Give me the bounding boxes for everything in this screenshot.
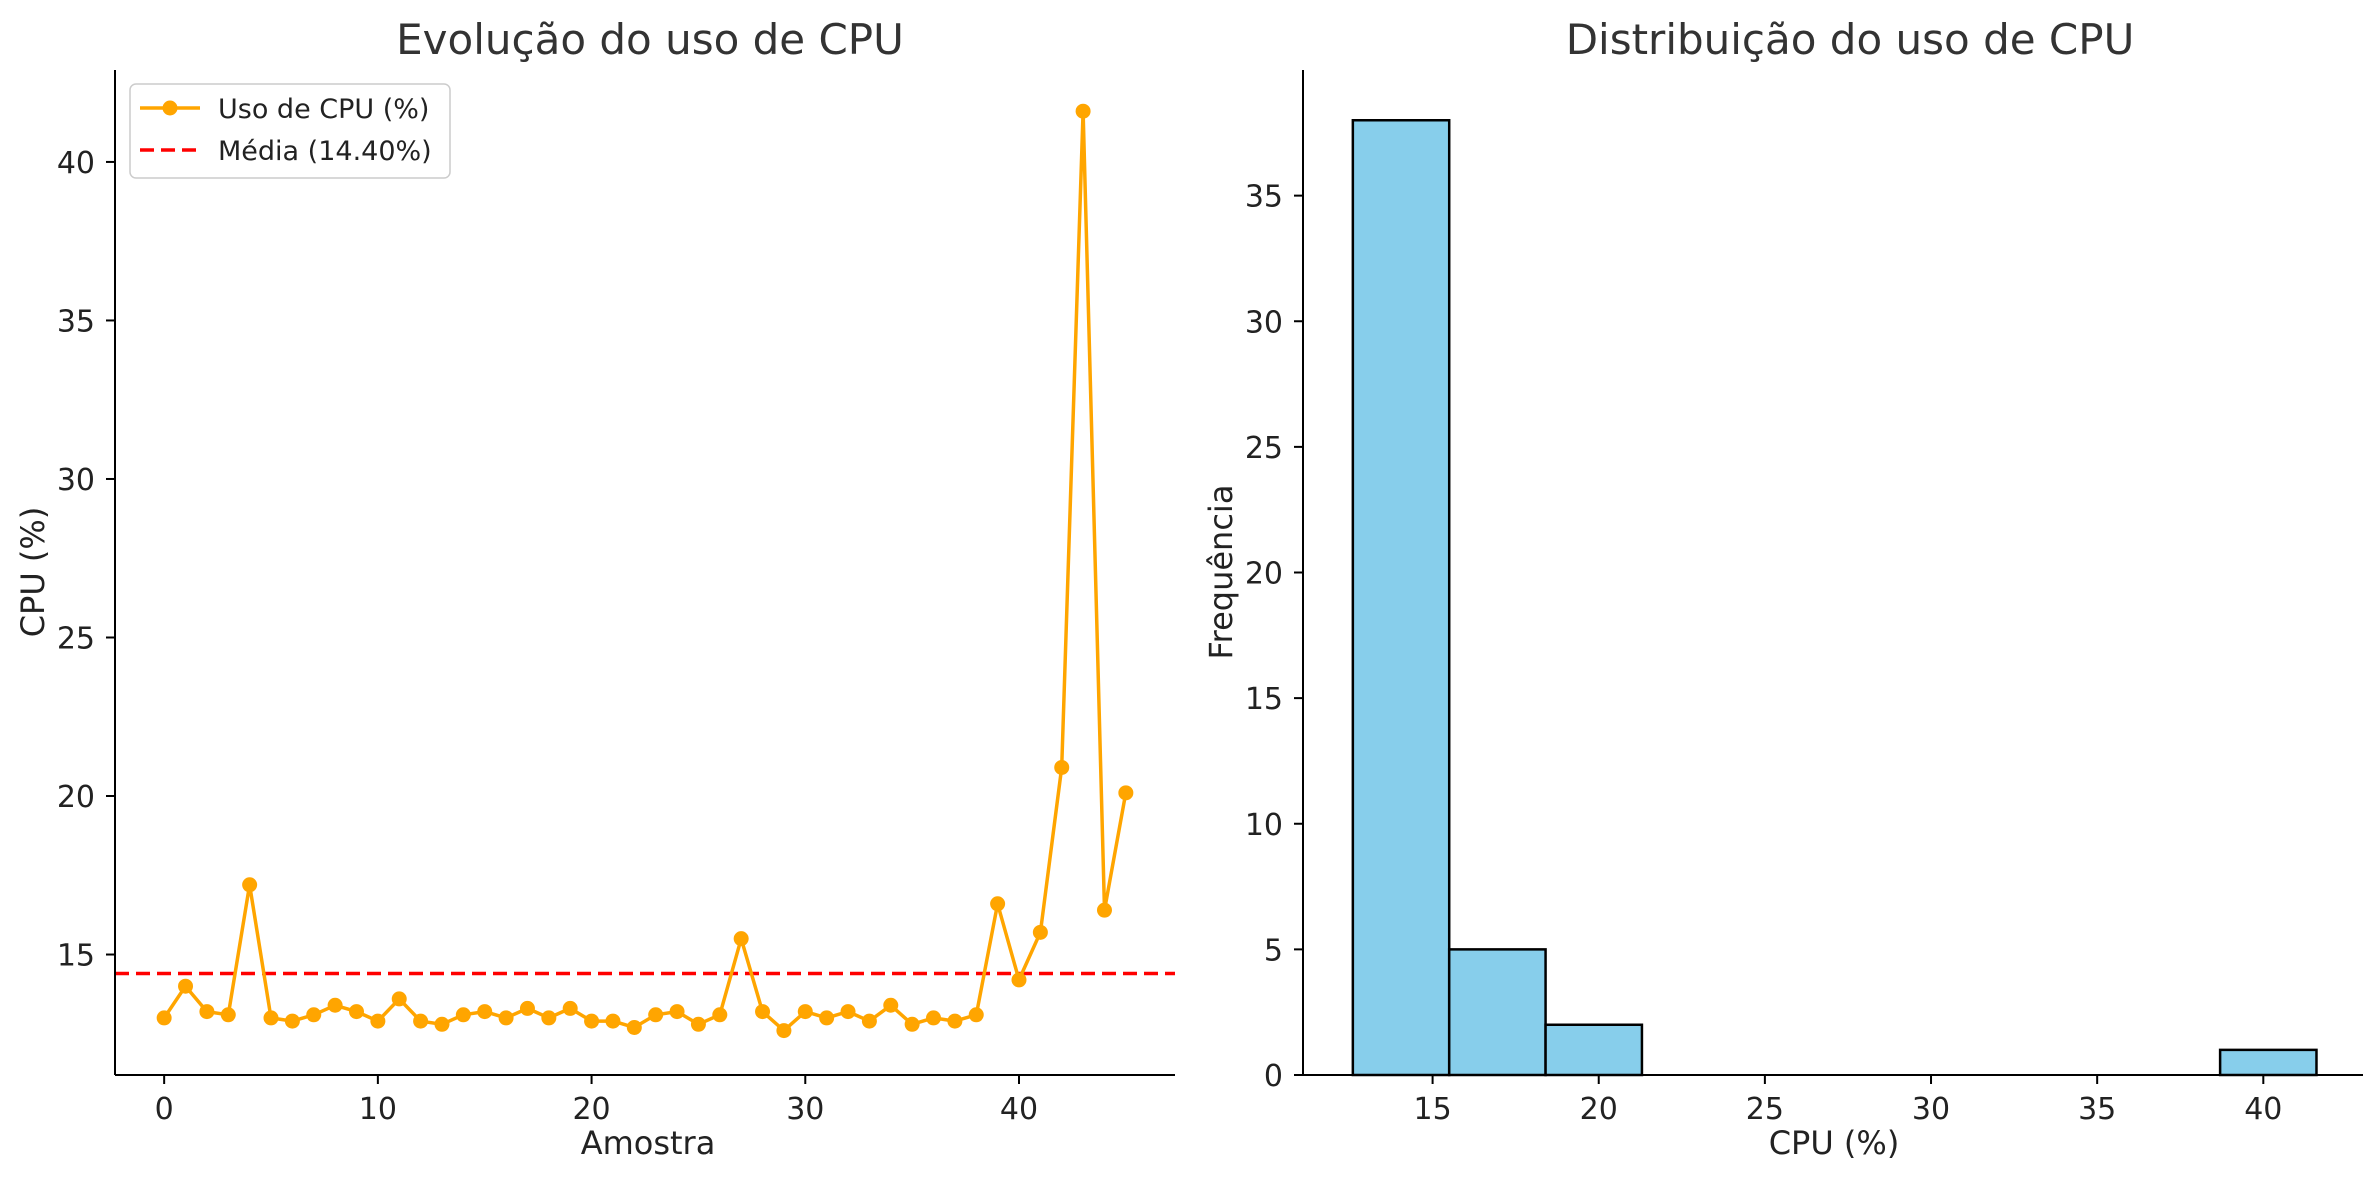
cpu-usage-line [162,109,1128,1033]
data-point [263,1010,279,1026]
x-tick-label: 30 [786,1092,824,1127]
data-point [990,896,1006,912]
cpu-evolution-chart: Evolução do uso de CPU Amostra CPU (%) 0… [14,15,1175,1162]
y-tick-label: 10 [1245,808,1283,843]
y-tick-label: 30 [57,463,95,498]
y-tick-label: 25 [57,621,95,656]
data-point [968,1007,984,1023]
y-tick-label: 35 [57,304,95,339]
data-point [1096,902,1112,918]
data-point [840,1004,856,1020]
data-point [284,1013,300,1029]
y-tick-label: 15 [1245,682,1283,717]
data-point [519,1000,535,1016]
x-axis-label: CPU (%) [1769,1124,1900,1162]
x-tick-label: 0 [155,1092,174,1127]
data-point [669,1004,685,1020]
y-tick-label: 0 [1264,1059,1283,1094]
y-tick-label: 25 [1245,431,1283,466]
data-point [220,1007,236,1023]
data-point [498,1010,514,1026]
data-point [242,877,258,893]
legend: Uso de CPU (%) Média (14.40%) [129,83,451,179]
tick-group: 15 20 25 30 35 40 0 5 10 15 20 25 30 35 [1245,180,2283,1127]
y-tick-label: 35 [1245,180,1283,215]
legend-marker-icon [162,100,178,116]
chart-title: Evolução do uso de CPU [396,15,904,64]
histogram-bar [1447,948,1547,1077]
data-point [883,997,899,1013]
y-tick-label: 30 [1245,305,1283,340]
line-series-group [115,103,1175,1039]
data-point [327,997,343,1013]
data-point [455,1007,471,1023]
x-tick-label: 10 [359,1092,397,1127]
x-tick-label: 30 [1912,1092,1950,1127]
data-point [477,1004,493,1020]
histogram-bar [2218,1048,2318,1077]
data-point [1011,972,1027,988]
chart-title: Distribuição do uso de CPU [1566,15,2135,64]
data-point [541,1010,557,1026]
data-point [413,1013,429,1029]
data-point [178,978,194,994]
data-point [797,1004,813,1020]
data-point [199,1004,215,1020]
x-tick-label: 25 [1746,1092,1784,1127]
data-point [584,1013,600,1029]
axes-group [114,70,1175,1076]
tick-group: 0 10 20 30 40 15 20 25 30 35 40 [57,146,1038,1127]
legend-box [129,83,451,179]
y-tick-label: 40 [57,146,95,181]
data-point [1054,759,1070,775]
y-tick-label: 20 [1245,557,1283,592]
data-point [648,1007,664,1023]
x-tick-label: 20 [572,1092,610,1127]
data-point [1032,924,1048,940]
data-point [904,1016,920,1032]
y-tick-label: 15 [57,939,95,974]
data-point [562,1000,578,1016]
data-point [156,1010,172,1026]
x-axis-label: Amostra [581,1124,716,1162]
data-point [391,991,407,1007]
data-point [926,1010,942,1026]
cpu-distribution-chart: Distribuição do uso de CPU CPU (%) Frequ… [1202,15,2363,1162]
x-tick-label: 35 [2078,1092,2116,1127]
histogram-bars-group [1351,119,2318,1077]
x-tick-label: 20 [1580,1092,1618,1127]
x-tick-label: 40 [2244,1092,2282,1127]
data-point [434,1016,450,1032]
data-point [819,1010,835,1026]
axes-group [1302,70,2363,1076]
y-axis-label: Frequência [1202,485,1240,660]
histogram-bar [1351,119,1451,1077]
data-point [1075,103,1091,119]
data-point [1118,785,1134,801]
data-point [306,1007,322,1023]
legend-label: Média (14.40%) [218,136,432,167]
y-axis-label: CPU (%) [14,507,52,638]
data-point [776,1023,792,1039]
data-point [605,1013,621,1029]
data-point [690,1016,706,1032]
legend-label: Uso de CPU (%) [218,94,429,125]
data-point [861,1013,877,1029]
data-point [755,1004,771,1020]
data-point [947,1013,963,1029]
x-tick-label: 15 [1413,1092,1451,1127]
y-tick-label: 20 [57,780,95,815]
data-point [626,1019,642,1035]
data-point [733,931,749,947]
data-point [348,1004,364,1020]
y-tick-label: 5 [1264,933,1283,968]
x-tick-label: 40 [1000,1092,1038,1127]
data-point [712,1007,728,1023]
data-point [370,1013,386,1029]
histogram-bar [1544,1023,1644,1077]
